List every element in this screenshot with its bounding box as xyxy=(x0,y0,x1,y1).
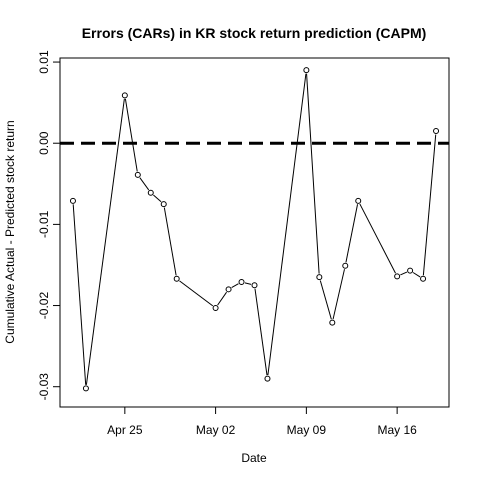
series-segment xyxy=(345,204,359,263)
series-segment xyxy=(400,271,408,276)
series-points-group xyxy=(69,67,440,392)
series-segment xyxy=(179,280,214,307)
series-segment xyxy=(72,204,87,385)
data-point xyxy=(212,304,219,311)
chart-title: Errors (CARs) in KR stock return predict… xyxy=(82,25,427,41)
series-segment xyxy=(153,194,162,203)
x-tick-label: May 02 xyxy=(196,423,236,437)
x-axis-label: Date xyxy=(241,451,267,465)
data-point xyxy=(160,201,167,208)
data-point xyxy=(433,128,440,135)
y-tick-label: -0.01 xyxy=(37,210,51,238)
x-tick-label: Apr 25 xyxy=(107,423,143,437)
series-line-group xyxy=(72,73,437,385)
series-segment xyxy=(124,98,138,172)
data-point xyxy=(355,197,362,204)
y-tick-label: -0.03 xyxy=(37,373,51,401)
data-point xyxy=(316,274,323,281)
y-tick-label: 0.00 xyxy=(37,131,51,155)
x-tick-label: May 09 xyxy=(287,423,327,437)
series-segment xyxy=(244,282,252,285)
series-segment xyxy=(332,269,345,320)
series-segment xyxy=(422,134,437,276)
y-tick-label: -0.02 xyxy=(37,292,51,320)
data-point xyxy=(147,189,154,196)
data-point xyxy=(225,286,232,293)
data-point xyxy=(407,267,414,274)
data-point xyxy=(251,282,258,289)
plot-frame xyxy=(59,57,450,408)
data-point xyxy=(342,262,349,269)
data-point xyxy=(134,171,141,178)
series-segment xyxy=(359,203,396,274)
series-segment xyxy=(139,177,150,191)
series-segment xyxy=(85,98,125,385)
series-segment xyxy=(267,73,307,376)
series-segment xyxy=(217,291,227,306)
series-segment xyxy=(412,272,421,278)
y-axis-label: Cumulative Actual - Predicted stock retu… xyxy=(3,120,17,343)
series-segment xyxy=(254,288,268,376)
data-point xyxy=(394,273,401,280)
data-point xyxy=(173,275,180,282)
series-segment xyxy=(231,283,239,289)
y-tick-label: 0.01 xyxy=(37,50,51,74)
y-axis: -0.03 -0.02 -0.01 0.00 0.01 xyxy=(37,50,60,400)
data-point xyxy=(121,92,128,99)
series-segment xyxy=(306,73,320,274)
data-point xyxy=(303,67,310,74)
data-point xyxy=(264,375,271,382)
data-point xyxy=(329,319,336,326)
data-point xyxy=(238,279,245,286)
data-point xyxy=(420,275,427,282)
data-point xyxy=(69,197,76,204)
data-point xyxy=(82,385,89,392)
series-segment xyxy=(319,280,332,320)
x-tick-label: May 16 xyxy=(377,423,417,437)
series-segment xyxy=(163,207,177,276)
x-axis: Apr 25 May 02 May 09 May 16 xyxy=(107,407,417,437)
